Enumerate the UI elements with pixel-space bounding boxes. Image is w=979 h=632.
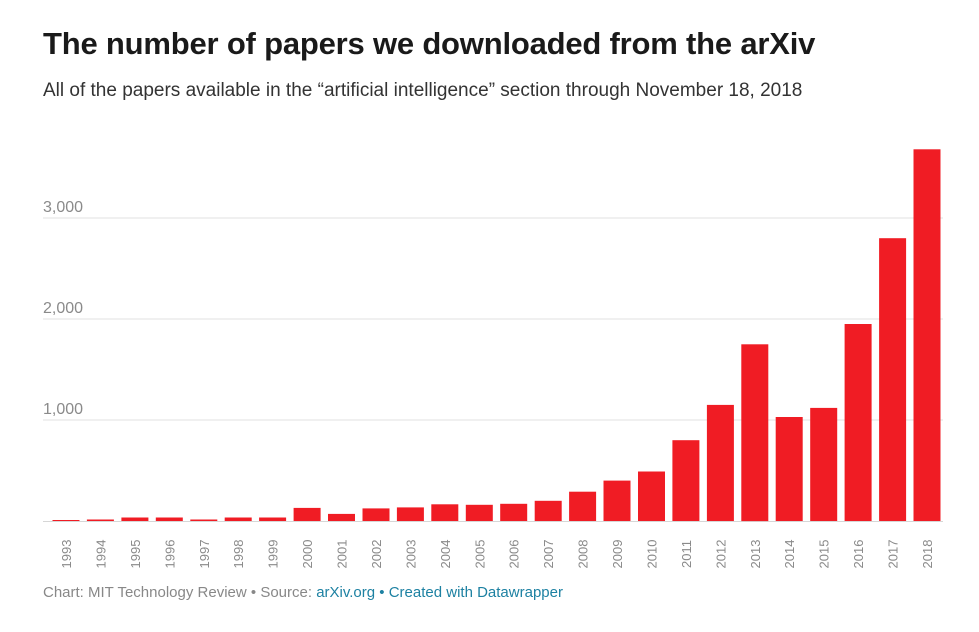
source-label: Source: xyxy=(260,584,313,601)
x-tick-label: 2009 xyxy=(610,540,625,569)
bar-2013 xyxy=(741,344,769,522)
bar-2008 xyxy=(569,491,597,521)
x-tick-label: 2008 xyxy=(576,540,591,569)
x-tick-label: 2003 xyxy=(403,540,418,569)
chart-footer: Chart: MIT Technology Review • Source: a… xyxy=(43,584,563,601)
x-tick-label: 2016 xyxy=(851,540,866,569)
y-tick-label: 1,000 xyxy=(43,401,83,418)
x-tick-label: 2012 xyxy=(713,540,728,569)
bar-2005 xyxy=(465,504,493,521)
bar-2017 xyxy=(879,238,907,521)
x-tick-label: 2001 xyxy=(335,540,350,569)
bar-2018 xyxy=(913,149,941,522)
bar-2015 xyxy=(810,407,838,521)
bar-2007 xyxy=(534,500,562,521)
x-tick-label: 1995 xyxy=(128,540,143,569)
bar-1997 xyxy=(190,519,218,521)
bar-2006 xyxy=(500,503,528,521)
bar-2011 xyxy=(672,440,700,521)
source-link[interactable]: arXiv.org xyxy=(316,584,376,601)
bars xyxy=(52,149,941,522)
bar-2000 xyxy=(293,507,321,521)
bar-1994 xyxy=(86,519,114,521)
datawrapper-link[interactable]: Created with Datawrapper xyxy=(388,584,563,601)
x-tick-label: 2004 xyxy=(438,540,453,569)
x-tick-label: 2007 xyxy=(541,540,556,569)
x-tick-label: 2010 xyxy=(644,540,659,569)
bar-2014 xyxy=(775,417,803,521)
footer-separator: • xyxy=(250,584,257,601)
bar-1999 xyxy=(259,517,287,521)
x-tick-label: 2018 xyxy=(920,540,935,569)
x-tick-label: 2005 xyxy=(472,540,487,569)
bar-1996 xyxy=(155,517,183,521)
bar-2004 xyxy=(431,504,459,521)
chart-title: The number of papers we downloaded from … xyxy=(43,26,816,61)
gridlines xyxy=(43,217,943,522)
footer-separator-2: • xyxy=(379,584,385,601)
bar-2003 xyxy=(396,507,424,521)
bar-2016 xyxy=(844,324,872,521)
y-tick-label: 3,000 xyxy=(43,199,83,216)
chart-credit: Chart: MIT Technology Review xyxy=(43,584,247,601)
x-tick-label: 1998 xyxy=(231,540,246,569)
x-tick-label: 2017 xyxy=(886,540,901,569)
x-tick-label: 1997 xyxy=(197,540,212,569)
x-tick-label: 2013 xyxy=(748,540,763,569)
bar-2010 xyxy=(638,471,665,521)
bar-1995 xyxy=(121,517,149,521)
x-tick-label: 1993 xyxy=(59,540,74,569)
x-tick-label: 2015 xyxy=(817,540,832,569)
x-tick-label: 2000 xyxy=(300,540,315,569)
bar-2012 xyxy=(706,404,734,521)
x-tick-label: 2006 xyxy=(507,540,522,569)
x-tick-label: 2002 xyxy=(369,540,384,569)
x-tick-label: 1994 xyxy=(93,540,108,569)
axis-labels: 1,000 2,000 3,000 1993 1994 1995 1996 1997 1998 1… xyxy=(43,199,935,568)
bar-2001 xyxy=(328,513,355,521)
x-tick-label: 2014 xyxy=(782,540,797,569)
bar-1998 xyxy=(224,517,252,521)
bar-2009 xyxy=(603,480,631,521)
bar-1993 xyxy=(52,520,80,521)
y-tick-label: 2,000 xyxy=(43,300,83,317)
x-tick-label: 1996 xyxy=(162,540,177,569)
x-tick-label: 1999 xyxy=(266,540,281,569)
bar-2002 xyxy=(362,508,390,521)
chart-subtitle: All of the papers available in the “arti… xyxy=(43,80,803,101)
x-tick-label: 2011 xyxy=(679,540,694,568)
